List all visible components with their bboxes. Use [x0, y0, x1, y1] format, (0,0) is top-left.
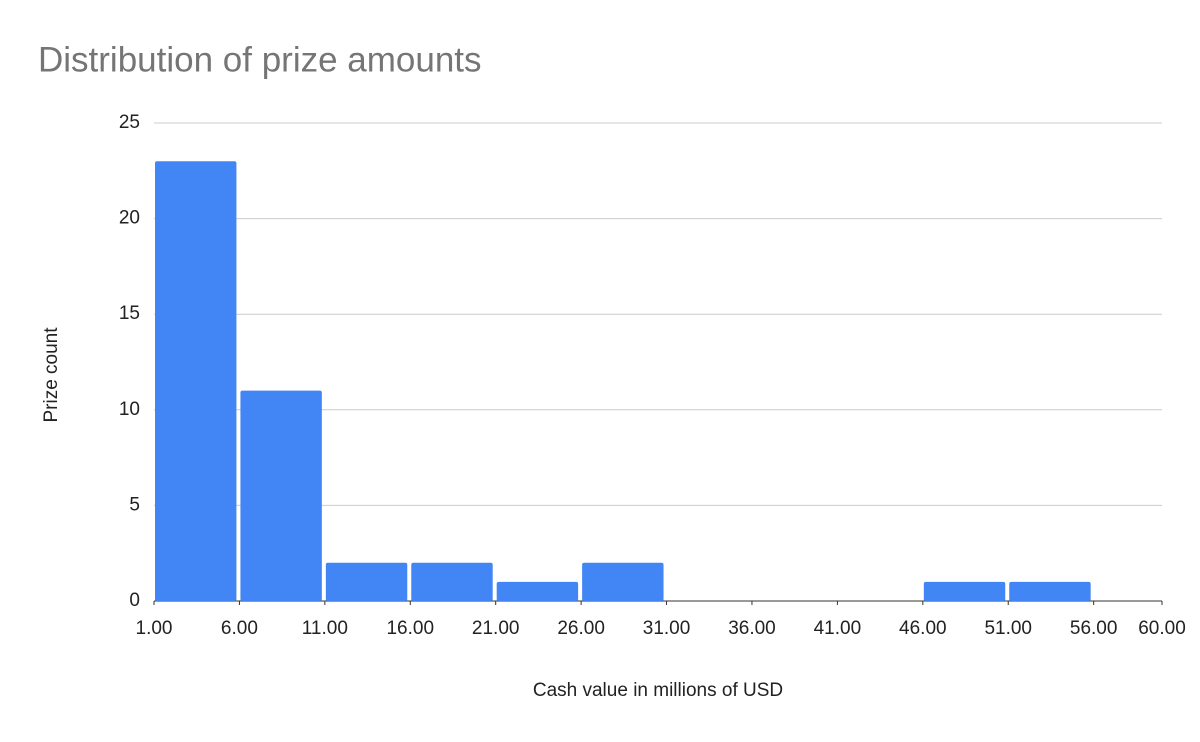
x-tick-label: 60.00	[1138, 618, 1186, 639]
x-tick-label: 46.00	[899, 618, 947, 639]
chart-title: Distribution of prize amounts	[38, 40, 482, 79]
x-tick-label: 26.00	[557, 618, 605, 639]
bar	[411, 562, 493, 601]
bar	[496, 581, 579, 601]
x-tick-label: 6.00	[221, 618, 258, 639]
bar	[240, 390, 322, 601]
y-tick-label: 20	[119, 208, 140, 229]
y-tick-label: 15	[119, 303, 140, 324]
x-tick-label: 56.00	[1070, 618, 1118, 639]
x-axis-label: Cash value in millions of USD	[533, 680, 783, 701]
bar	[923, 581, 1006, 601]
y-tick-label: 10	[119, 399, 140, 420]
bar	[582, 562, 664, 601]
y-tick-label: 25	[119, 112, 140, 133]
x-tick-label: 1.00	[136, 618, 173, 639]
y-tick-label: 5	[129, 494, 140, 515]
x-tick-label: 11.00	[302, 618, 348, 639]
x-tick-label: 51.00	[984, 618, 1032, 639]
x-tick-label: 31.00	[643, 618, 691, 639]
x-tick-label: 21.00	[472, 618, 520, 639]
y-axis-label: Prize count	[41, 327, 62, 423]
bar	[325, 562, 408, 601]
x-tick-label: 41.00	[814, 618, 862, 639]
x-tick-label: 36.00	[728, 618, 776, 639]
y-tick-label: 0	[129, 590, 140, 611]
bar	[155, 161, 237, 602]
x-tick-label: 16.00	[386, 618, 434, 639]
bar	[1009, 581, 1091, 601]
